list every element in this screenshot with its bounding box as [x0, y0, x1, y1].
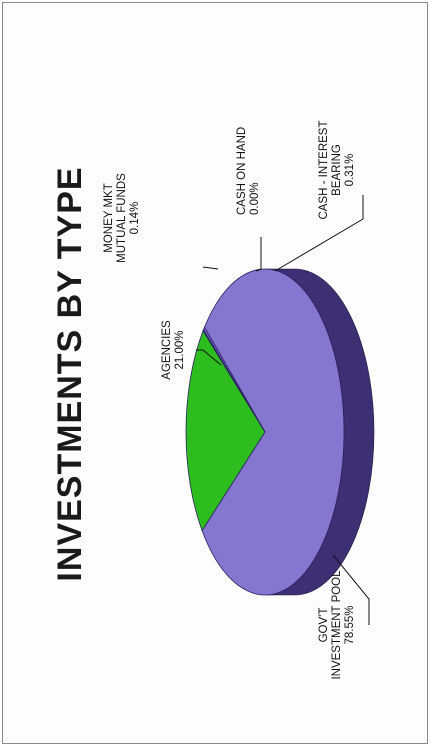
slice-label-0: GOV'TINVESTMENT POOL78.55%: [318, 570, 356, 680]
slice-label-3: CASH ON HAND0.00%: [236, 127, 261, 215]
leader-line-2: [202, 266, 219, 270]
pie-slice-0: [201, 268, 345, 596]
leader-line-3: [255, 237, 262, 272]
slice-percent: 0.31%: [344, 154, 356, 187]
slice-label-line: BEARING: [331, 144, 343, 196]
slice-label-line: MONEY MKT: [103, 183, 115, 252]
pie-top-layer: [185, 268, 345, 596]
slice-percent: 21.00%: [174, 330, 186, 369]
slice-label-line: MUTUAL FUNDS: [116, 173, 128, 263]
slice-percent: 0.00%: [249, 182, 261, 215]
slice-label-line: CASH - INTEREST: [318, 120, 330, 219]
slice-percent: 78.55%: [344, 605, 356, 644]
slice-label-line: GOV'T: [318, 608, 330, 643]
slice-label-2: MONEY MKTMUTUAL FUNDS0.14%: [103, 173, 141, 263]
slice-label-line: INVESTMENT POOL: [331, 570, 343, 680]
slice-label-line: CASH ON HAND: [236, 127, 248, 215]
chart-frame: INVESTMENTS BY TYPE GOV'TINVESTMENT POOL…: [2, 2, 428, 744]
slice-percent: 0.14%: [129, 202, 141, 235]
leader-line-1: [196, 349, 222, 366]
leader-line-4: [274, 195, 364, 272]
rotated-chart-area: INVESTMENTS BY TYPE GOV'TINVESTMENT POOL…: [3, 3, 429, 745]
pie-slice-1: [185, 329, 266, 532]
leader-lines: [196, 195, 370, 625]
slice-labels: GOV'TINVESTMENT POOL78.55% AGENCIES21.00%…: [103, 120, 356, 679]
slice-label-line: AGENCIES: [161, 320, 173, 380]
leader-line-0: [332, 554, 370, 625]
pie-chart: GOV'TINVESTMENT POOL78.55% AGENCIES21.00%…: [103, 120, 375, 680]
pie-slice-4: [203, 326, 266, 433]
slice-label-1: AGENCIES21.00%: [161, 320, 186, 380]
slice-label-4: CASH - INTERESTBEARING0.31%: [318, 120, 356, 219]
